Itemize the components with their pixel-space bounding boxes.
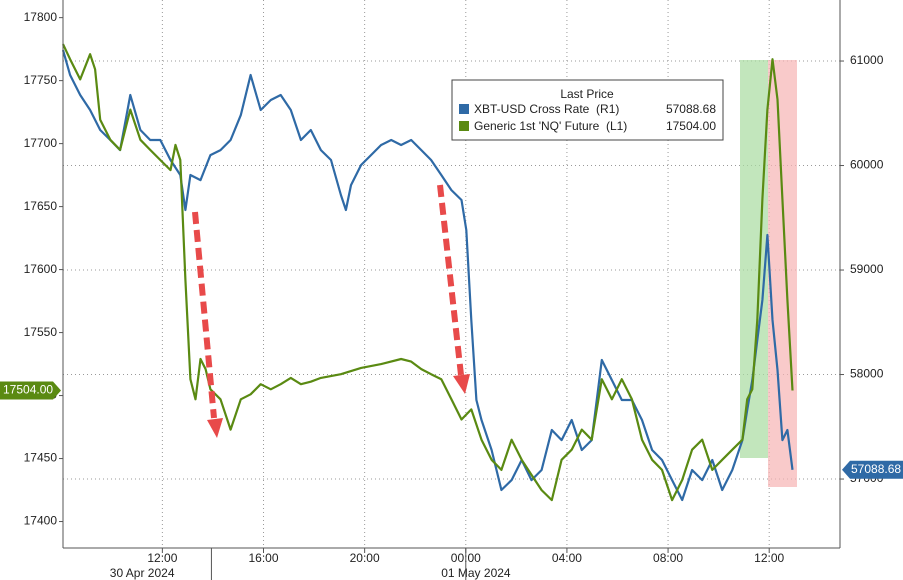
y2-tick-label: 60000: [850, 158, 884, 172]
last-price-label: 17504.00: [3, 383, 53, 397]
series-line: [61, 49, 794, 502]
y-tick-label: 17600: [24, 262, 58, 276]
x-tick-label: 04:00: [552, 551, 582, 565]
y2-tick-label: 61000: [850, 53, 884, 67]
legend-box: [451, 79, 724, 141]
last-price-tag: [842, 460, 903, 479]
y-tick-label: 17750: [24, 73, 58, 87]
y-tick-label: 17700: [24, 136, 58, 150]
rally-shade: [740, 60, 768, 458]
y2-tick-label: 59000: [850, 262, 884, 276]
arrow: [192, 211, 217, 419]
arrows: [192, 184, 464, 419]
y-tick-label: 17550: [24, 325, 58, 339]
series-line: [62, 43, 794, 502]
legend-value: 57088.68: [666, 102, 716, 116]
grid: [63, 0, 840, 548]
y-tick-label: 17650: [24, 199, 58, 213]
legend-title: Last Price: [560, 87, 614, 101]
legend-label: Generic 1st 'NQ' Future (L1): [474, 119, 627, 133]
lines: [61, 43, 794, 502]
x-tick-label: 12:00: [147, 551, 177, 565]
x-tick-label: 20:00: [350, 551, 380, 565]
arrow-head: [207, 418, 223, 438]
arrow: [437, 184, 464, 376]
last-price-tag: [0, 381, 61, 400]
date-label: 01 May 2024: [441, 566, 511, 580]
date-label: 30 Apr 2024: [110, 566, 175, 580]
legend-value: 17504.00: [666, 119, 716, 133]
x-tick-label: 08:00: [653, 551, 683, 565]
y-tick-label: 17450: [24, 451, 58, 465]
y-tick-label: 17800: [24, 10, 58, 24]
y2-tick-label: 58000: [850, 367, 884, 381]
arrow-head: [453, 374, 470, 394]
drop-shade: [768, 60, 797, 487]
legend: Last Price XBT-USD Cross Rate (R1) 57088…: [451, 79, 724, 141]
legend-swatch: [459, 121, 469, 131]
last-price-label: 57088.68: [851, 462, 901, 476]
x-tick-label: 12:00: [754, 551, 784, 565]
axes: 1740017450175001755017600176501770017750…: [0, 10, 903, 580]
legend-swatch: [459, 104, 469, 114]
x-tick-label: 16:00: [248, 551, 278, 565]
y-tick-label: 17400: [24, 514, 58, 528]
legend-label: XBT-USD Cross Rate (R1): [474, 102, 619, 116]
